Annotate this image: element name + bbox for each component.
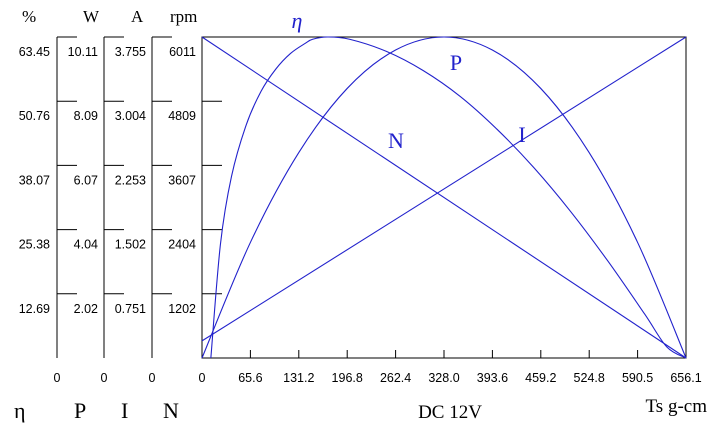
axis-tick-label-3: 4809 bbox=[168, 109, 196, 123]
bottom-legend-2: I bbox=[121, 398, 128, 423]
series-line-0 bbox=[201, 36, 687, 359]
axis-unit-3: rpm bbox=[170, 7, 197, 26]
axis-unit-0: % bbox=[22, 7, 36, 26]
bottom-legend-0: η bbox=[14, 398, 26, 423]
curve-label-2: N bbox=[388, 128, 404, 153]
x-tick-label: 0 bbox=[199, 371, 206, 385]
axis-tick-label-1: 10.11 bbox=[68, 45, 98, 59]
axis-tick-label-2: 2.253 bbox=[115, 173, 146, 187]
curve-label-0: η bbox=[292, 8, 303, 33]
x-axis-label: Ts g-cm bbox=[646, 396, 708, 417]
x-tick-label: 590.5 bbox=[622, 371, 653, 385]
axis-tick-label-0: 25.38 bbox=[19, 238, 50, 252]
axis-tick-label-3: 3607 bbox=[168, 173, 196, 187]
axis-tick-label-2: 3.755 bbox=[115, 45, 146, 59]
axis-tick-label-1: 6.07 bbox=[74, 173, 98, 187]
axis-unit-2: A bbox=[131, 7, 144, 26]
series-layer bbox=[201, 36, 687, 359]
axis-zero-label-0: 0 bbox=[54, 371, 61, 385]
axis-tick-label-3: 6011 bbox=[169, 45, 196, 59]
x-tick-label: 131.2 bbox=[283, 371, 314, 385]
x-tick-label: 196.8 bbox=[332, 371, 363, 385]
axis-tick-label-1: 4.04 bbox=[74, 238, 98, 252]
axis-tick-label-2: 0.751 bbox=[115, 302, 146, 316]
series-line-3 bbox=[210, 36, 687, 359]
axis-tick-label-0: 12.69 bbox=[19, 302, 50, 316]
labels-layer: η P N Iη P I N DC 12V Ts g-cm bbox=[14, 8, 707, 423]
x-tick-label: 262.4 bbox=[380, 371, 411, 385]
curve-label-3: I bbox=[518, 122, 525, 147]
x-tick-label: 459.2 bbox=[525, 371, 556, 385]
axes-layer: 0 65.6 131.2 196.8 262.4 328.0 393.6 459.2 524.8… bbox=[19, 7, 702, 385]
series-line-2 bbox=[201, 36, 687, 359]
chart-title: DC 12V bbox=[418, 402, 482, 423]
axis-tick-label-3: 2404 bbox=[168, 238, 196, 252]
axis-tick-label-2: 1.502 bbox=[115, 238, 146, 252]
x-tick-label: 656.1 bbox=[670, 371, 701, 385]
x-tick-label: 65.6 bbox=[238, 371, 262, 385]
x-tick-label: 328.0 bbox=[428, 371, 459, 385]
axis-tick-label-0: 50.76 bbox=[19, 109, 50, 123]
bottom-legend-1: P bbox=[74, 398, 86, 423]
series-line-1 bbox=[201, 36, 687, 342]
axis-tick-label-3: 1202 bbox=[168, 302, 196, 316]
x-tick-label: 524.8 bbox=[574, 371, 605, 385]
bottom-legend-3: N bbox=[163, 398, 179, 423]
axis-zero-label-2: 0 bbox=[149, 371, 156, 385]
axis-tick-label-1: 2.02 bbox=[74, 302, 98, 316]
axis-tick-label-2: 3.004 bbox=[115, 109, 146, 123]
axis-zero-label-1: 0 bbox=[101, 371, 108, 385]
axis-tick-label-0: 63.45 bbox=[19, 45, 50, 59]
axis-unit-1: W bbox=[83, 7, 100, 26]
axis-tick-label-0: 38.07 bbox=[19, 173, 50, 187]
axis-tick-label-1: 8.09 bbox=[74, 109, 98, 123]
curve-label-1: P bbox=[450, 50, 462, 75]
x-tick-label: 393.6 bbox=[477, 371, 508, 385]
